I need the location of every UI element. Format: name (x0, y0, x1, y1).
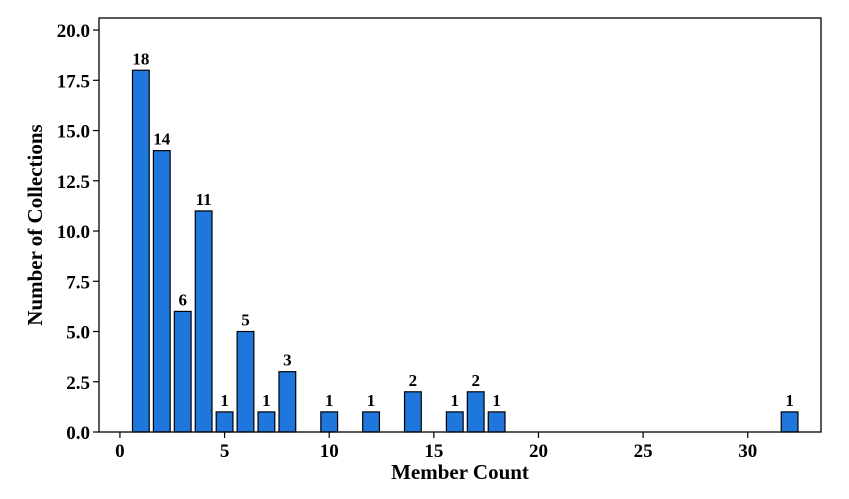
data-label: 2 (409, 371, 418, 390)
y-tick-label: 2.5 (66, 373, 90, 394)
data-label: 1 (785, 391, 794, 410)
data-label: 1 (325, 391, 334, 410)
data-label: 1 (262, 391, 271, 410)
x-tick-label: 10 (320, 441, 339, 462)
data-label: 1 (492, 391, 501, 410)
bar (466, 391, 485, 433)
data-label: 1 (220, 391, 229, 410)
data-label: 11 (196, 190, 212, 209)
bar (362, 411, 381, 433)
x-tick-label: 0 (115, 441, 125, 462)
y-tick-label: 5.0 (66, 323, 90, 344)
bar (403, 391, 422, 433)
x-tick-label: 25 (634, 441, 653, 462)
bar (194, 210, 213, 433)
bar (215, 411, 234, 433)
data-label: 1 (451, 391, 460, 410)
y-tick-label: 20.0 (57, 21, 90, 42)
y-tick-label: 10.0 (57, 222, 90, 243)
bar (278, 371, 297, 433)
x-tick-label: 15 (424, 441, 443, 462)
bar (236, 330, 255, 433)
data-label: 2 (471, 371, 480, 390)
x-tick-label: 20 (529, 441, 548, 462)
data-label: 3 (283, 351, 292, 370)
bar (780, 411, 799, 433)
bar (257, 411, 276, 433)
bar (152, 150, 171, 433)
y-tick-label: 12.5 (57, 172, 90, 193)
bar (173, 310, 192, 433)
y-tick-label: 17.5 (57, 71, 90, 92)
x-axis-label: Member Count (391, 460, 529, 484)
data-label: 6 (178, 290, 187, 309)
bar (131, 69, 150, 433)
data-label: 18 (132, 49, 149, 68)
y-tick-label: 7.5 (66, 272, 90, 293)
x-tick-label: 30 (738, 441, 757, 462)
bar (445, 411, 464, 433)
data-label: 14 (153, 130, 171, 149)
y-tick-label: 15.0 (57, 122, 90, 143)
y-axis-ticks: 0.0 2.5 5.0 7.5 10.0 12.5 15.0 17.5 20.0 (57, 21, 99, 444)
x-tick-label: 5 (220, 441, 230, 462)
data-label: 5 (241, 311, 250, 330)
data-label: 1 (367, 391, 376, 410)
bar (487, 411, 506, 433)
bars-group (131, 69, 799, 433)
y-axis-label: Number of Collections (23, 124, 47, 325)
plot-frame (98, 17, 822, 433)
y-tick-label: 0.0 (66, 423, 90, 444)
x-axis-ticks: 0 5 10 15 20 25 30 (115, 432, 757, 462)
bar (320, 411, 339, 433)
